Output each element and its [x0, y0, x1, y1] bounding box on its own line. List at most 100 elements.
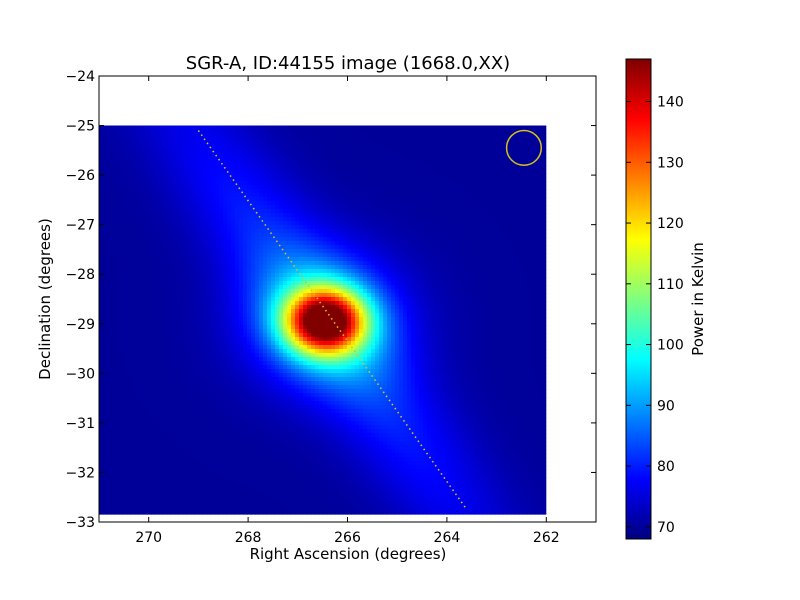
heatmap-cell [99, 181, 104, 186]
heatmap-cell [435, 221, 440, 226]
heatmap-cell [543, 193, 547, 198]
heatmap-cell [431, 229, 436, 234]
heatmap-cell [339, 285, 344, 290]
heatmap-cell [467, 225, 472, 230]
heatmap-cell [135, 169, 140, 174]
heatmap-cell [475, 293, 480, 298]
heatmap-cell [119, 217, 124, 222]
heatmap-cell [147, 201, 152, 206]
heatmap-cell [207, 201, 212, 206]
heatmap-cell [219, 277, 224, 282]
heatmap-cell [391, 165, 396, 170]
heatmap-cell [415, 217, 420, 222]
heatmap-cell [231, 169, 236, 174]
heatmap-cell [511, 257, 516, 262]
heatmap-cell [247, 185, 252, 190]
heatmap-cell [379, 229, 384, 234]
heatmap-cell [375, 193, 380, 198]
heatmap-cell [219, 233, 224, 238]
heatmap-cell [187, 193, 192, 198]
heatmap-cell [543, 277, 547, 282]
heatmap-cell [99, 213, 104, 218]
heatmap-cell [471, 185, 476, 190]
heatmap-cell [159, 173, 164, 178]
heatmap-cell [295, 189, 300, 194]
heatmap-cell [211, 185, 216, 190]
heatmap-cell [303, 149, 308, 154]
heatmap-cell [435, 249, 440, 254]
heatmap-cell [487, 257, 492, 262]
heatmap-cell [115, 265, 120, 270]
heatmap-cell [263, 273, 268, 278]
heatmap-cell [123, 217, 128, 222]
heatmap-cell [111, 125, 116, 130]
heatmap-cell [403, 229, 408, 234]
heatmap-cell [439, 285, 444, 290]
heatmap-cell [423, 245, 428, 250]
heatmap-cell [271, 125, 276, 130]
heatmap-cell [179, 129, 184, 134]
heatmap-cell [103, 301, 108, 306]
heatmap-cell [331, 293, 336, 298]
heatmap-cell [167, 201, 172, 206]
heatmap-cell [535, 173, 540, 178]
heatmap-cell [435, 217, 440, 222]
heatmap-cell [383, 193, 388, 198]
heatmap-cell [227, 253, 232, 258]
heatmap-cell [227, 225, 232, 230]
heatmap-cell [415, 149, 420, 154]
heatmap-cell [423, 161, 428, 166]
heatmap-cell [435, 261, 440, 266]
heatmap-cell [131, 129, 136, 134]
heatmap-cell [99, 157, 104, 162]
heatmap-cell [383, 137, 388, 142]
heatmap-cell [339, 225, 344, 230]
heatmap-cell [223, 181, 228, 186]
heatmap-cell [215, 169, 220, 174]
heatmap-cell [223, 261, 228, 266]
heatmap-cell [219, 161, 224, 166]
heatmap-cell [283, 229, 288, 234]
heatmap-cell [207, 165, 212, 170]
heatmap-cell [435, 245, 440, 250]
heatmap-cell [263, 261, 268, 266]
heatmap-cell [347, 201, 352, 206]
heatmap-cell [355, 209, 360, 214]
heatmap-cell [535, 273, 540, 278]
heatmap-cell [447, 229, 452, 234]
heatmap-cell [475, 153, 480, 158]
heatmap-cell [535, 289, 540, 294]
heatmap-cell [327, 213, 332, 218]
heatmap-cell [327, 237, 332, 242]
heatmap-cell [407, 165, 412, 170]
heatmap-cell [319, 261, 324, 266]
heatmap-cell [331, 257, 336, 262]
heatmap-cell [159, 273, 164, 278]
heatmap-cell [327, 241, 332, 246]
heatmap-cell [359, 129, 364, 134]
heatmap-cell [371, 237, 376, 242]
heatmap-cell [271, 225, 276, 230]
heatmap-cell [287, 229, 292, 234]
heatmap-cell [171, 129, 176, 134]
heatmap-cell [179, 149, 184, 154]
heatmap-cell [483, 197, 488, 202]
heatmap-cell [475, 261, 480, 266]
heatmap-cell [243, 125, 248, 130]
heatmap-cell [443, 257, 448, 262]
heatmap-cell [495, 149, 500, 154]
heatmap-cell [427, 133, 432, 138]
heatmap-cell [215, 233, 220, 238]
heatmap-cell [111, 281, 116, 286]
heatmap-cell [307, 145, 312, 150]
heatmap-cell [471, 209, 476, 214]
heatmap-cell [303, 137, 308, 142]
heatmap-cell [343, 245, 348, 250]
heatmap-cell [523, 141, 528, 146]
heatmap-cell [187, 133, 192, 138]
heatmap-cell [403, 137, 408, 142]
heatmap-cell [215, 289, 220, 294]
heatmap-cell [347, 277, 352, 282]
heatmap-cell [231, 193, 236, 198]
